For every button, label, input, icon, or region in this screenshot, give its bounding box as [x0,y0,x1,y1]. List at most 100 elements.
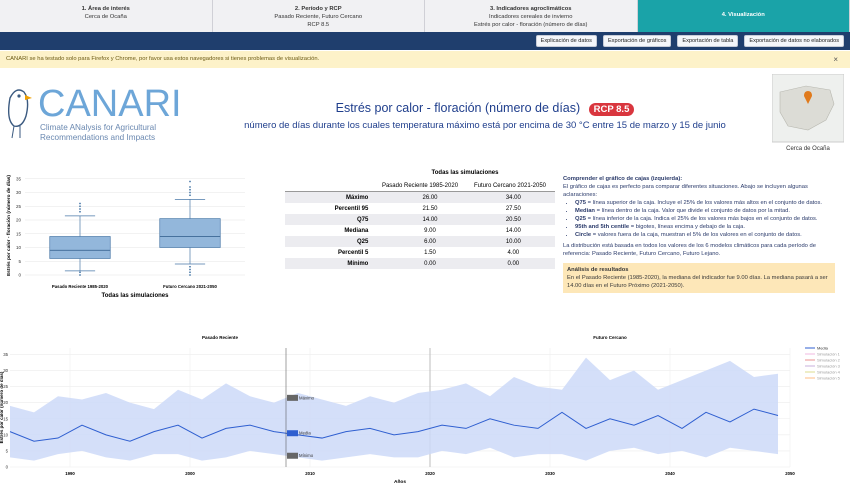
explanation-item: Q25 = línea inferior de la caja. Indica … [575,215,838,223]
line-chart: 0 5 10 15 20 25 30 35 1990 2000 2010 2020 2030 2040 20… [0,335,841,485]
outlier [189,186,191,188]
legend-label[interactable]: Simulación 5 [817,376,841,381]
table-cell: 6.00 [424,238,436,245]
outlier [79,205,81,208]
series-line [9,408,779,442]
outlier [189,191,191,194]
x-tick-label: 2030 [545,471,555,476]
explanation-item: Circle = valores fuera de la caja, muest… [575,231,838,239]
row-label: Percentil 95 [334,205,369,212]
y-tick-label: 30 [16,190,22,195]
analysis-title: Análisis de resultados [567,267,629,273]
row-label: Mínimo [347,260,369,267]
explanation-intro: El gráfico de cajas es perfecto para com… [563,184,808,198]
legend-label[interactable]: Simulación 3 [817,364,841,369]
y-tick-label: 0 [6,465,9,470]
outlier [189,188,191,191]
table-cell: 34.00 [505,194,521,201]
analysis-box: Análisis de resultados En el Pasado Reci… [563,263,835,293]
row-label: Máximo [345,194,369,201]
x-tick-label: 2020 [425,471,435,476]
row-label: Percentil 5 [337,249,369,256]
toolbar-button[interactable]: Explicación de datos [535,35,597,47]
y-tick-label: 20 [3,400,8,405]
map-marker [804,91,812,104]
table-cell: 0.00 [507,260,520,267]
alert-close[interactable]: × [833,55,838,64]
y-tick-label: 35 [16,176,22,181]
logo-eye [17,94,21,98]
hover-box [287,452,298,459]
toolbar: Explicación de datos Exportación de gráfi… [0,32,850,50]
x-tick-label: Futuro Cercano 2021-2050 [163,284,217,289]
hover-box [287,430,298,437]
y-tick-label: 15 [16,231,22,236]
table-row: Q75 14.00 20.50 [285,214,555,225]
logo-legs [11,125,21,139]
y-tick-label: 15 [3,416,8,421]
step-title: 2. Período y RCP [294,6,342,12]
table-cell: 1.50 [424,249,436,256]
outlier [79,210,81,213]
box [49,236,111,259]
step-tab[interactable]: 1. Área de interés Cerca de Ocaña [0,0,213,32]
table-cell: 26.00 [422,194,438,201]
explanation-title: Comprender el gráfico de cajas (izquierd… [563,176,683,182]
column-header: Pasado Reciente 1985-2020 [381,182,459,189]
table-cell: 14.00 [505,227,521,234]
item-text: = línea inferior de la caja. Indica el 2… [585,216,818,222]
table-header: Pasado Reciente 1985-2020 Futuro Cercano … [285,180,555,192]
x-tick-label: 2050 [785,471,795,476]
table-row: Mediana 9.00 14.00 [285,225,555,236]
logo-tagline: Recommendations and Impacts [40,133,155,142]
explanation-list: Q75 = línea superior de la caja. Incluye… [563,199,838,239]
outlier [189,180,191,183]
map-caption: Cerca de Ocaña [786,146,830,152]
toolbar-button[interactable]: Exportación de tabla [677,35,739,47]
explanation-item: 95th and 5th centile = bigotes, líneas e… [575,223,838,231]
legend-label[interactable]: Media [817,346,829,351]
y-axis-title: Estrés por calor (número de días) [0,371,4,443]
y-tick-label: 10 [16,245,22,250]
x-tick-label: 2000 [185,471,195,476]
legend-label[interactable]: Simulación 1 [817,352,841,357]
y-tick-label: 25 [3,384,8,389]
x-axis-title: Años [394,479,406,485]
item-term: Q25 [575,216,586,222]
location-map[interactable]: Cerca de Ocaña [772,74,844,154]
period-title: Pasado Reciente [202,335,239,340]
logo: CANARI Climate ANalysis for Agricultural… [7,83,182,142]
step-detail: RCP 8.5 [307,22,330,28]
table-row: Q25 6.00 10.00 [285,236,555,247]
hover-label: Media [299,431,311,436]
item-term: Median [575,208,595,214]
y-tick-label: 5 [18,259,21,264]
alert-text: CANARI se ha testado solo para Firefox y… [6,56,320,62]
outlier [79,202,81,205]
table-row: Percentil 5 1.50 4.00 [285,247,555,258]
step-tab[interactable]: 4. Visualización [637,0,850,32]
step-detail: Cerca de Ocaña [84,14,127,20]
table-title: Todas las simulaciones [431,170,499,176]
logo-beak [25,95,32,100]
toolbar-button[interactable]: Exportación de gráficos [602,35,672,47]
table-cell: 0.00 [424,260,436,267]
map-land [779,85,835,131]
x-tick-label: 2040 [665,471,675,476]
outlier [189,265,191,268]
legend-label[interactable]: Simulación 2 [817,358,841,363]
legend-label[interactable]: Simulación 4 [817,370,841,375]
hover-label: Máximo [299,395,315,400]
table-cell: 9.00 [424,227,436,234]
step-title: 1. Área de interés [81,6,130,12]
step-tab[interactable]: 2. Período y RCP Pasado Reciente, Futuro … [212,0,425,32]
toolbar-button[interactable]: Exportación de datos no elaborados [744,35,844,47]
explanation-item: Q75 = línea superior de la caja. Incluye… [575,199,838,207]
x-axis-title: Todas las simulaciones [102,293,170,299]
y-tick-label: 25 [16,204,22,209]
outlier [79,271,81,274]
logo-tagline: Climate ANalysis for Agricultural [40,123,156,132]
step-tab[interactable]: 3. Indicadores agroclimáticos Indicadores… [425,0,638,32]
stats-table: Todas las simulaciones Pasado Reciente 19… [285,170,555,269]
y-axis-title: Estrés por calor - floración (número de … [6,175,12,276]
